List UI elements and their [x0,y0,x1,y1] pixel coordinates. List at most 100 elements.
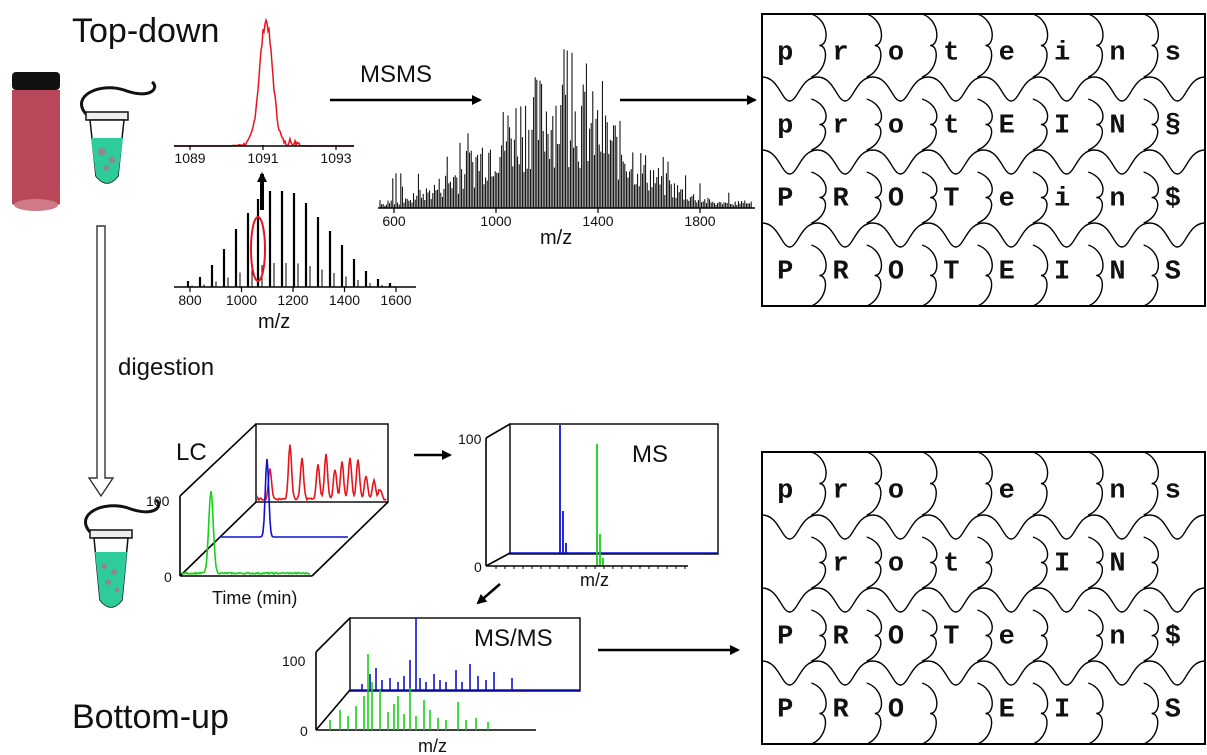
msms-y-0: 0 [300,723,308,739]
sample-vial-icon [12,72,60,211]
ms1-spectrum: 800 1000 1200 1400 1600 m/z [174,191,416,333]
topdown-cell-3-0: P [777,257,793,287]
ms-spectrum: MS 100 0 m/z [458,423,719,590]
bottomup-cell-3-7: S [1165,695,1181,725]
topdown-cell-2-6: n [1109,184,1125,214]
msms-blue-peaks [361,618,513,690]
msms-peptide-spectrum: MS/MS 100 0 m/z [282,617,581,755]
topdown-cell-3-7: S [1165,257,1181,287]
topdown-cell-1-2: o [888,111,904,141]
topdown-cell-1-5: I [1054,111,1070,141]
ms1-tick-4: 1600 [380,292,411,308]
sample-tube-top-icon [80,80,157,184]
bottomup-cell-3-4: E [999,695,1015,725]
ms-y-100: 100 [458,431,482,447]
msms-x-label: m/z [540,227,572,249]
topdown-cell-2-3: T [943,184,959,214]
topdown-cell-3-4: E [999,257,1015,287]
topdown-cell-3-5: I [1054,257,1070,287]
bottomup-cell-2-2: O [888,622,904,652]
msms-label: MSMS [360,61,432,88]
lc-chromatogram: 100 0 Time (min) [146,423,389,608]
sample-tube-bottom-icon [84,498,161,608]
bottomup-cell-2-0: P [777,622,793,652]
topdown-cell-0-4: e [999,38,1015,68]
ms1-tick-1: 1000 [226,292,257,308]
bottomup-cell-3-5: I [1054,695,1070,725]
ms1-x-label: m/z [258,311,290,333]
topdown-cell-1-1: r [833,111,849,141]
ms-label: MS [632,441,668,468]
topdown-cell-1-3: t [943,111,959,141]
topdown-cell-2-1: R [833,184,850,214]
topdown-cell-1-7: § [1165,111,1181,141]
msms-peptide-x-label: m/z [418,736,447,755]
topdown-cell-2-4: e [999,184,1015,214]
ms1-peaks [186,191,395,287]
msms-tick-3: 1800 [684,213,715,229]
topdown-cell-2-7: $ [1165,184,1181,214]
digestion-label: digestion [118,354,214,381]
topdown-cell-0-6: n [1109,38,1125,68]
bottomup-cell-1-5: I [1054,549,1070,579]
bottomup-cell-2-1: R [833,622,850,652]
msms-tick-0: 600 [382,213,406,229]
bottomup-cell-0-4: e [999,476,1015,506]
msms-tick-labels: 600 1000 1400 1800 [382,208,716,229]
lc-red-trace [257,444,387,502]
ms1-tick-2: 1200 [277,292,308,308]
bottom-up-title: Bottom-up [72,698,229,736]
msms-green-peaks [329,654,489,730]
bottomup-cell-3-0: P [777,695,793,725]
bottomup-cell-0-7: s [1165,476,1181,506]
bottomup-cell-2-3: T [943,622,959,652]
lc-y-100: 100 [146,493,170,509]
bottomup-cell-2-4: e [999,622,1015,652]
bottomup-cell-2-7: $ [1165,622,1181,652]
msms-tick-1: 1000 [480,213,511,229]
bottomup-cell-3-2: O [888,695,904,725]
msms-y-100: 100 [282,653,306,669]
topdown-cell-0-7: s [1165,38,1181,68]
bottomup-cell-0-0: p [777,476,793,506]
ms-peaks [559,425,604,566]
topdown-cell-0-3: t [943,38,959,68]
topdown-cell-2-2: O [888,184,904,214]
msms-peaks [379,49,752,208]
bottomup-cell-0-6: n [1109,476,1125,506]
zoom-spectrum: 1089 1091 1093 [174,17,354,166]
zoom-tick-labels: 1089 1091 1093 [174,145,352,166]
bottomup-cell-1-1: r [833,549,849,579]
topdown-cell-3-2: O [888,257,904,287]
ms1-tick-3: 1400 [329,292,360,308]
topdown-cell-1-4: E [999,111,1015,141]
ms-x-label: m/z [580,570,609,590]
topdown-cell-0-5: i [1054,38,1070,68]
bottomup-cell-0-2: o [888,476,904,506]
lc-x-label: Time (min) [212,588,297,608]
zoom-tick-0: 1089 [174,150,205,166]
ms-panel [509,423,719,555]
ms-y-0: 0 [474,559,482,575]
topdown-cell-1-6: N [1109,111,1125,141]
topdown-cell-3-6: N [1109,257,1125,287]
topdown-cell-3-3: T [943,257,959,287]
msms-panel [349,617,581,692]
topdown-cell-2-5: i [1054,184,1070,214]
lc-blue-trace [220,458,348,538]
bottomup-cell-3-1: R [833,695,850,725]
top-down-title: Top-down [72,12,219,50]
bottomup-cell-1-3: t [943,549,959,579]
topdown-cell-0-1: r [833,38,849,68]
selected-precursor-circle [250,216,266,282]
topdown-cell-2-0: P [777,184,793,214]
ms1-tick-0: 800 [178,292,202,308]
bottomup-cell-1-6: N [1109,549,1125,579]
bottomup-cell-0-1: r [833,476,849,506]
digestion-arrow [87,225,115,498]
topdown-cell-3-1: R [833,257,850,287]
lc-back-panel [255,423,389,503]
